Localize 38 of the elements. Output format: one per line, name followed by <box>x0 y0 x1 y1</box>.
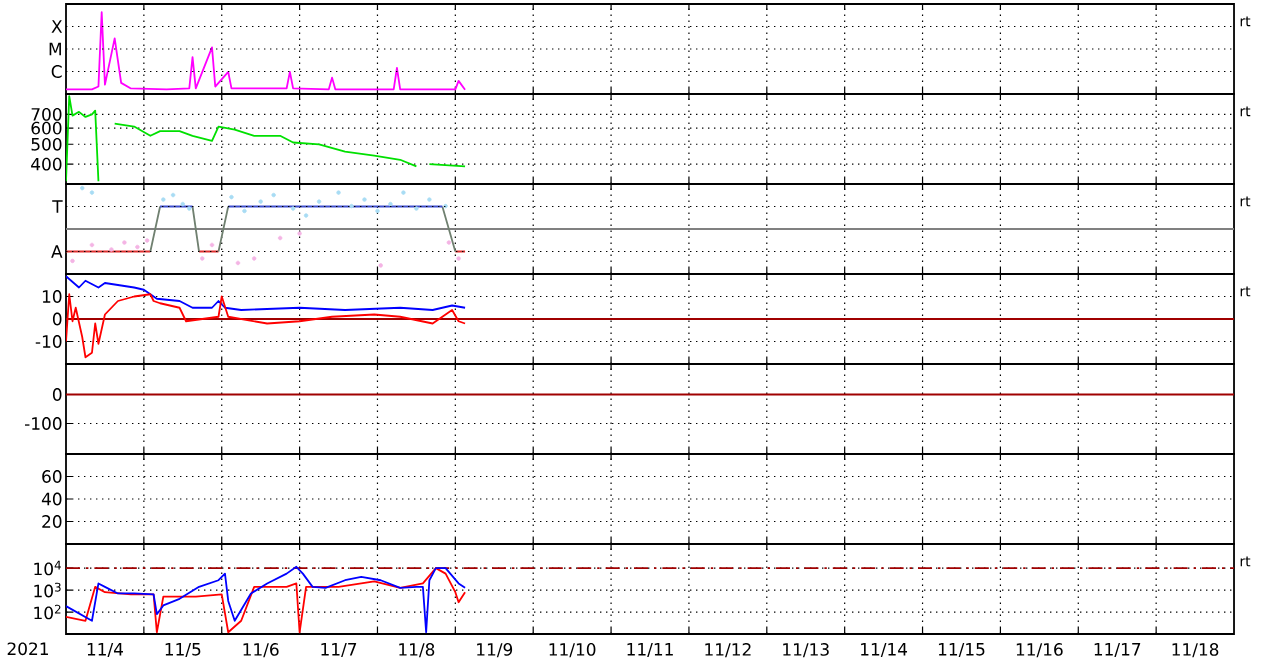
x-tick-label: 11/10 <box>549 643 596 658</box>
y-tick-label: 0 <box>52 312 62 326</box>
text: M <box>49 42 61 56</box>
text: C <box>51 65 62 78</box>
y-tick-label: 40 <box>41 492 62 506</box>
y-tick-label: 600 <box>31 121 62 135</box>
y-tick-label: 400 <box>31 157 62 171</box>
x-tick-label: 11/9 <box>477 643 513 658</box>
x-tick-label: 11/12 <box>705 643 751 658</box>
line-series <box>66 275 466 311</box>
x-tick-label: 11/7 <box>321 643 357 657</box>
x-tick-label: 11/16 <box>1016 643 1063 658</box>
y-tick-label: 20 <box>42 515 62 528</box>
x-tick-label: 11/6 <box>243 643 279 658</box>
x-tick-label: 11/17 <box>1094 643 1141 657</box>
y-tick-label: 10$^{4}$ <box>34 560 61 576</box>
y-tick-label: 500 <box>31 137 62 151</box>
y-tick-label: 10$^{2}$ <box>34 604 61 620</box>
text: T <box>52 200 63 213</box>
text: X <box>51 20 63 33</box>
y-tick-label: -10 <box>35 335 62 348</box>
line-series <box>66 293 466 359</box>
x-tick-label: 11/18 <box>1172 643 1219 658</box>
x-tick-label: 11/4 <box>87 643 123 657</box>
text: A <box>51 245 63 258</box>
y-tick-label: 0 <box>52 388 62 401</box>
y-tick-label: 60 <box>42 470 62 483</box>
x-tick-label: 11/14 <box>861 643 908 657</box>
x-tick-label: 11/13 <box>783 643 829 658</box>
x-tick-label: 11/5 <box>165 643 201 657</box>
x-tick-label: 11/15 <box>938 643 985 657</box>
y-tick-label: 10$^{3}$ <box>34 582 61 598</box>
y-tick-label: 700 <box>31 107 62 121</box>
x-axis-title: 2021 <box>7 642 48 656</box>
y-tick-label: 10 <box>42 290 62 303</box>
x-tick-label: 11/8 <box>399 643 435 658</box>
x-tick-label: 11/11 <box>627 643 673 657</box>
y-tick-label: -100 <box>24 417 62 430</box>
